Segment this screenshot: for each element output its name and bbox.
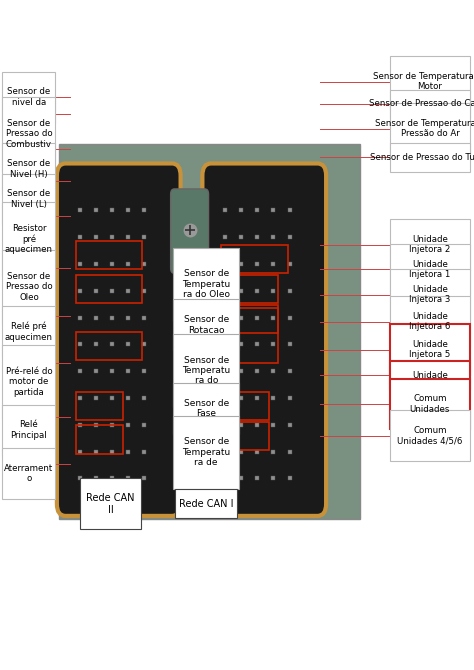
Bar [173,383,239,434]
Bar [76,392,123,420]
Text: Unidade
Injetora 2: Unidade Injetora 2 [409,235,451,254]
Bar [76,241,142,269]
Text: Sensor de
Temperatu
ra do: Sensor de Temperatu ra do [182,356,230,385]
Bar [2,202,55,276]
Text: Unidade
Injetora 1: Unidade Injetora 1 [409,260,451,279]
FancyBboxPatch shape [57,163,181,516]
Bar [390,410,470,461]
Bar [390,143,470,172]
Text: Pré-relé do
motor de
partida: Pré-relé do motor de partida [6,367,52,397]
Text: Sensor de
Temperatu
ra do Oleo: Sensor de Temperatu ra do Oleo [182,269,230,299]
Bar [2,250,55,324]
Bar [175,489,237,519]
Bar [2,72,55,123]
Text: Sensor de
Temperatu
ra de: Sensor de Temperatu ra de [182,438,230,467]
Bar [2,448,55,499]
Text: Sensor de
Fase: Sensor de Fase [183,399,229,418]
Bar [59,144,360,519]
Text: Sensor de Temperatura do
Motor: Sensor de Temperatura do Motor [373,72,474,91]
Text: Comum
Unidades 4/5/6: Comum Unidades 4/5/6 [397,426,463,445]
Bar [221,308,278,363]
Text: Unidade
Injetora 5: Unidade Injetora 5 [409,340,451,359]
Text: Sensor de
Nivel (H): Sensor de Nivel (H) [7,159,51,178]
Bar [390,361,470,389]
Text: Sensor de Pressao do Carter: Sensor de Pressao do Carter [369,99,474,109]
Bar [221,392,269,420]
Bar [80,478,141,529]
Bar [2,174,55,224]
Text: Rede CAN I: Rede CAN I [179,499,233,509]
Bar [221,305,278,333]
Bar [2,405,55,456]
Bar [390,219,470,270]
Text: Relé pré
aquecimen: Relé pré aquecimen [5,322,53,342]
Bar [390,269,470,320]
Text: Sensor de
Nivel (L): Sensor de Nivel (L) [7,190,51,208]
Bar [2,97,55,171]
FancyBboxPatch shape [171,189,209,273]
Text: Sensor de
Pressao do
Combustiv: Sensor de Pressao do Combustiv [6,119,52,149]
Text: Unidade: Unidade [412,371,448,380]
Bar [390,379,470,429]
Bar [173,415,239,489]
Bar [390,244,470,295]
Bar [390,56,470,107]
Bar [76,425,123,454]
Text: Sensor de
Rotacao: Sensor de Rotacao [183,316,229,334]
Bar [76,332,142,360]
Bar [173,334,239,407]
Bar [221,422,269,450]
Text: Relé
Principal: Relé Principal [10,421,47,440]
Bar [390,103,470,154]
Text: Sensor de Temperatura e
Pressão do Ar: Sensor de Temperatura e Pressão do Ar [375,119,474,138]
Text: Unidade
Injetora 6: Unidade Injetora 6 [409,312,451,331]
Bar [2,345,55,419]
Bar [221,245,288,273]
Text: Aterrament
o: Aterrament o [4,464,54,483]
Bar [390,296,470,347]
Bar [2,306,55,357]
Text: Comum
Unidades: Comum Unidades [410,395,450,413]
Text: Rede CAN
II: Rede CAN II [86,493,135,515]
Text: Sensor de
Pressao do
Oleo: Sensor de Pressao do Oleo [6,272,52,302]
Bar [390,90,470,118]
Text: Unidade
Injetora 3: Unidade Injetora 3 [409,285,451,304]
Text: Sensor de Pressao do Turbo: Sensor de Pressao do Turbo [370,153,474,162]
Bar [173,248,239,321]
Bar [2,143,55,194]
Bar [76,275,142,303]
Bar [221,275,278,303]
FancyBboxPatch shape [202,163,326,516]
Bar [173,299,239,350]
Bar [390,324,470,375]
Text: Sensor de
nivel da: Sensor de nivel da [7,88,51,107]
Text: Resistor
pré
aquecimen: Resistor pré aquecimen [5,224,53,255]
